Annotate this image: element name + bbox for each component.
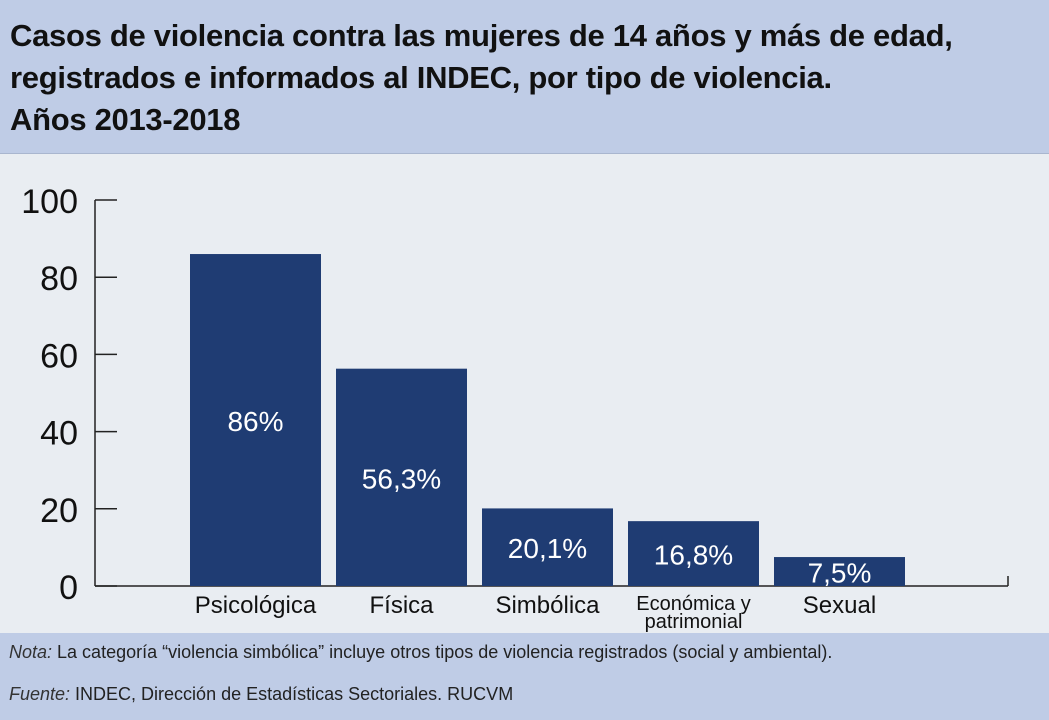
data-label: 20,1% bbox=[508, 533, 587, 564]
chart-labels: 86% Psicológica 56,3% Física 20,1% Simbólica 1… bbox=[195, 406, 876, 633]
data-label: 56,3% bbox=[362, 463, 441, 494]
bar bbox=[190, 254, 321, 586]
chart-title-line-2: registrados e informados al INDEC, por t… bbox=[10, 60, 832, 95]
bar bbox=[628, 521, 759, 586]
x-tick-label: Económica y bbox=[636, 593, 751, 615]
source-label: Fuente: bbox=[9, 684, 71, 704]
bar bbox=[774, 557, 905, 586]
chart-title-box: Casos de violencia contra las mujeres de… bbox=[0, 0, 1049, 154]
chart-title-line-3: Años 2013-2018 bbox=[10, 102, 241, 137]
chart-title-line-1: Casos de violencia contra las mujeres de… bbox=[10, 18, 953, 53]
y-tick-label: 60 bbox=[40, 337, 78, 375]
x-tick-label: Simbólica bbox=[495, 592, 600, 619]
source-text: INDEC, Dirección de Estadísticas Sectori… bbox=[70, 684, 514, 704]
data-label: 16,8% bbox=[654, 540, 733, 571]
bar bbox=[336, 368, 467, 586]
data-label: 7,5% bbox=[808, 558, 872, 589]
note-line: Nota: La categoría “violencia simbólica”… bbox=[9, 642, 832, 663]
data-label: 86% bbox=[227, 406, 283, 437]
source-line: Fuente: INDEC, Dirección de Estadísticas… bbox=[9, 684, 513, 705]
x-tick-label: patrimonial bbox=[645, 611, 743, 633]
notes-box: Nota: La categoría “violencia simbólica”… bbox=[0, 633, 1049, 720]
y-tick-label: 100 bbox=[21, 183, 78, 221]
bar-chart: 0 20 40 60 80 100 86% Psicológica 56,3% Física 20… bbox=[21, 183, 1009, 633]
y-tick-label: 40 bbox=[40, 415, 78, 453]
x-tick-label: Psicológica bbox=[195, 592, 317, 619]
y-tick-label: 80 bbox=[40, 260, 78, 298]
bar bbox=[482, 508, 613, 586]
y-tick-label: 20 bbox=[40, 492, 78, 530]
x-tick-label: Sexual bbox=[803, 592, 876, 619]
note-label: Nota: bbox=[9, 642, 53, 662]
x-tick-label: Física bbox=[369, 592, 434, 619]
y-tick-label: 0 bbox=[59, 569, 78, 607]
chart-bars bbox=[190, 254, 905, 586]
note-text: La categoría “violencia simbólica” inclu… bbox=[52, 642, 833, 662]
